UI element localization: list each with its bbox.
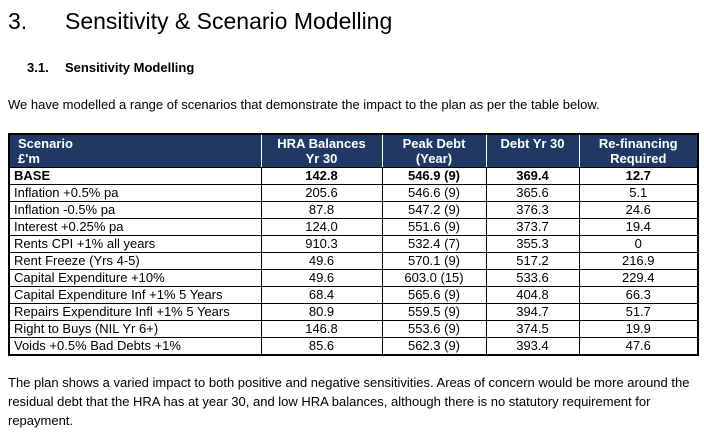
column-header-debt-yr30: Debt Yr 30: [485, 133, 580, 168]
cell-hra-balances-yr30: 910.3: [260, 235, 383, 253]
table-header-row: Scenario £'m HRA Balances Yr 30 Peak Debt (Ye…: [8, 133, 699, 168]
cell-refinancing-required: 12.7: [578, 167, 699, 185]
cell-scenario: Rents CPI +1% all years: [8, 235, 262, 253]
cell-refinancing-required: 19.4: [578, 218, 699, 236]
cell-scenario: Voids +0.5% Bad Debts +1%: [8, 337, 262, 356]
cell-refinancing-required: 229.4: [578, 269, 699, 287]
cell-peak-debt-year: 570.1 (9): [381, 252, 487, 270]
table-row: Capital Expenditure +10% 49.6 603.0 (15) 53…: [8, 269, 699, 287]
column-header-hra-balances-yr30: HRA Balances Yr 30: [260, 133, 383, 168]
section-title: Sensitivity & Scenario Modelling: [65, 8, 393, 34]
cell-peak-debt-year: 546.6 (9): [381, 184, 487, 202]
table-header: Scenario £'m HRA Balances Yr 30 Peak Debt (Ye…: [8, 133, 699, 168]
cell-peak-debt-year: 559.5 (9): [381, 303, 487, 321]
cell-hra-balances-yr30: 205.6: [260, 184, 383, 202]
table-row: Voids +0.5% Bad Debts +1% 85.6 562.3 (9) 39…: [8, 337, 699, 356]
cell-hra-balances-yr30: 49.6: [260, 269, 383, 287]
table-row: Right to Buys (NIL Yr 6+) 146.8 553.6 (9) 3…: [8, 320, 699, 338]
cell-debt-yr30: 517.2: [485, 252, 580, 270]
cell-peak-debt-year: 553.6 (9): [381, 320, 487, 338]
cell-scenario: Capital Expenditure +10%: [8, 269, 262, 287]
table-row: Inflation +0.5% pa 205.6 546.6 (9) 365.6 5.1: [8, 184, 699, 202]
subsection-title: Sensitivity Modelling: [65, 60, 195, 75]
cell-hra-balances-yr30: 68.4: [260, 286, 383, 304]
cell-refinancing-required: 51.7: [578, 303, 699, 321]
cell-peak-debt-year: 546.9 (9): [381, 167, 487, 185]
sensitivity-table: Scenario £'m HRA Balances Yr 30 Peak Debt (Ye…: [8, 133, 699, 356]
section-heading: 3. Sensitivity & Scenario Modelling: [8, 8, 696, 35]
cell-scenario: Interest +0.25% pa: [8, 218, 262, 236]
cell-refinancing-required: 216.9: [578, 252, 699, 270]
table-row: BASE 142.8 546.9 (9) 369.4 12.7: [8, 167, 699, 185]
table-body: BASE 142.8 546.9 (9) 369.4 12.7 Inflation +0.…: [8, 167, 699, 356]
cell-peak-debt-year: 547.2 (9): [381, 201, 487, 219]
column-header-peak-debt-year: Peak Debt (Year): [381, 133, 487, 168]
table-row: Inflation -0.5% pa 87.8 547.2 (9) 376.3 24.6: [8, 201, 699, 219]
cell-debt-yr30: 369.4: [485, 167, 580, 185]
cell-peak-debt-year: 532.4 (7): [381, 235, 487, 253]
table-row: Rent Freeze (Yrs 4-5) 49.6 570.1 (9) 517.2 2…: [8, 252, 699, 270]
cell-scenario: Inflation +0.5% pa: [8, 184, 262, 202]
cell-peak-debt-year: 565.6 (9): [381, 286, 487, 304]
cell-debt-yr30: 374.5: [485, 320, 580, 338]
cell-debt-yr30: 393.4: [485, 337, 580, 356]
cell-refinancing-required: 0: [578, 235, 699, 253]
cell-scenario: BASE: [8, 167, 262, 185]
cell-scenario: Capital Expenditure Inf +1% 5 Years: [8, 286, 262, 304]
closing-paragraph: The plan shows a varied impact to both p…: [8, 375, 690, 428]
cell-hra-balances-yr30: 80.9: [260, 303, 383, 321]
cell-hra-balances-yr30: 87.8: [260, 201, 383, 219]
cell-peak-debt-year: 603.0 (15): [381, 269, 487, 287]
cell-hra-balances-yr30: 142.8: [260, 167, 383, 185]
cell-scenario: Repairs Expenditure Infl +1% 5 Years: [8, 303, 262, 321]
cell-refinancing-required: 47.6: [578, 337, 699, 356]
subsection-number: 3.1.: [27, 60, 49, 75]
cell-refinancing-required: 24.6: [578, 201, 699, 219]
column-header-scenario: Scenario £'m: [8, 133, 262, 168]
cell-hra-balances-yr30: 146.8: [260, 320, 383, 338]
cell-peak-debt-year: 562.3 (9): [381, 337, 487, 356]
table-row: Interest +0.25% pa 124.0 551.6 (9) 373.7 19.…: [8, 218, 699, 236]
cell-hra-balances-yr30: 49.6: [260, 252, 383, 270]
intro-paragraph: We have modelled a range of scenarios th…: [8, 97, 600, 112]
cell-debt-yr30: 404.8: [485, 286, 580, 304]
cell-debt-yr30: 376.3: [485, 201, 580, 219]
cell-scenario: Rent Freeze (Yrs 4-5): [8, 252, 262, 270]
cell-debt-yr30: 355.3: [485, 235, 580, 253]
cell-debt-yr30: 365.6: [485, 184, 580, 202]
cell-hra-balances-yr30: 124.0: [260, 218, 383, 236]
table-row: Repairs Expenditure Infl +1% 5 Years 80.9…: [8, 303, 699, 321]
subsection-heading: 3.1. Sensitivity Modelling: [8, 60, 696, 75]
section-number: 3.: [8, 8, 28, 34]
cell-hra-balances-yr30: 85.6: [260, 337, 383, 356]
table-row: Capital Expenditure Inf +1% 5 Years 68.4 5…: [8, 286, 699, 304]
table-row: Rents CPI +1% all years 910.3 532.4 (7) 355…: [8, 235, 699, 253]
cell-peak-debt-year: 551.6 (9): [381, 218, 487, 236]
cell-refinancing-required: 5.1: [578, 184, 699, 202]
cell-refinancing-required: 19.9: [578, 320, 699, 338]
cell-debt-yr30: 394.7: [485, 303, 580, 321]
column-header-refinancing-required: Re-financing Required: [578, 133, 699, 168]
cell-refinancing-required: 66.3: [578, 286, 699, 304]
cell-debt-yr30: 373.7: [485, 218, 580, 236]
cell-debt-yr30: 533.6: [485, 269, 580, 287]
cell-scenario: Inflation -0.5% pa: [8, 201, 262, 219]
cell-scenario: Right to Buys (NIL Yr 6+): [8, 320, 262, 338]
